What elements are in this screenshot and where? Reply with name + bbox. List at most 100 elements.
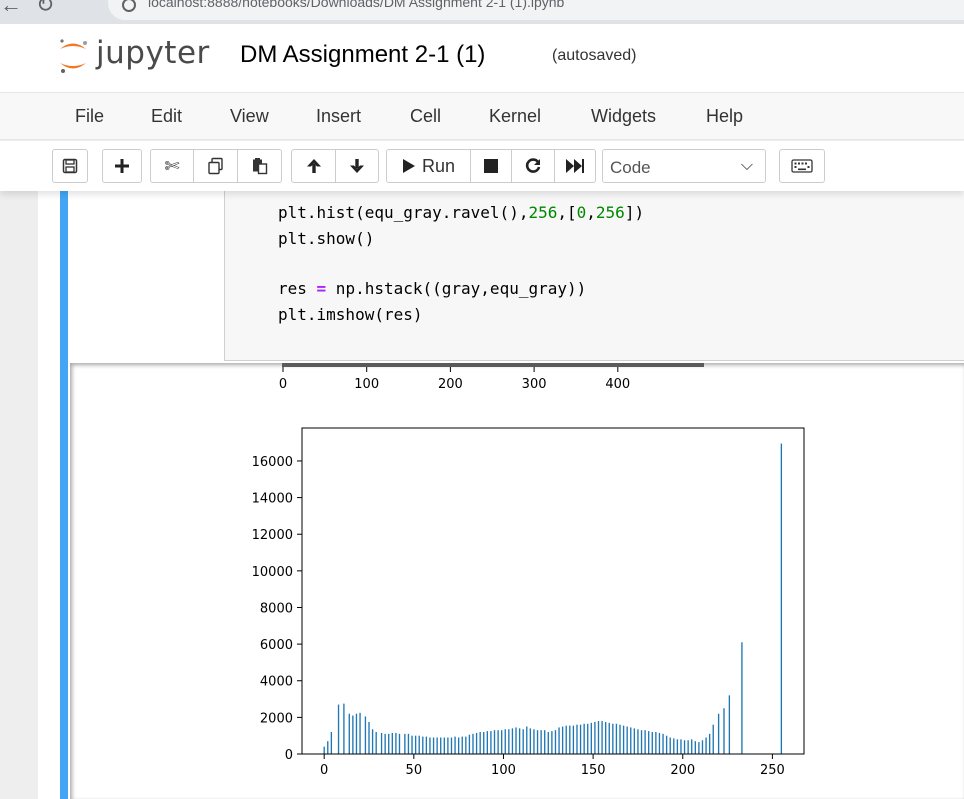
run-button[interactable]: Run [386,149,471,183]
histogram-bar [572,725,575,754]
cell-type-select[interactable]: Code ⌵ [602,149,766,183]
histogram-bar [407,733,410,754]
image-x-tick-label: 100 [354,377,379,392]
histogram-bar [526,726,528,754]
site-info-icon[interactable] [122,0,136,12]
paste-icon [252,158,267,175]
histogram-bar [728,695,731,754]
histogram-bar [465,736,467,754]
image-x-tick-label: 300 [522,377,547,392]
address-bar[interactable]: localhost:8888/notebooks/Downloads/DM As… [108,0,964,20]
interrupt-button[interactable] [470,149,512,183]
y-tick-label: 12000 [252,528,293,543]
menu-widgets[interactable]: Widgets [591,106,657,126]
code-input-area[interactable]: plt.hist(equ_gray.ravel(),256,[0,256]) p… [224,191,964,361]
menu-insert[interactable]: Insert [316,106,362,126]
histogram-bar [705,737,707,754]
histogram-bar [622,725,625,754]
play-icon [402,159,415,173]
histogram-bar [398,733,401,754]
restart-button[interactable] [511,149,555,183]
jupyter-wordmark[interactable]: jupyter [96,35,210,71]
restart-run-all-button[interactable] [554,149,596,183]
code-operator: = [316,279,327,298]
histogram-bar [630,727,632,754]
code-line-5[interactable]: plt.imshow(res) [278,305,423,324]
notebook-name[interactable]: DM Assignment 2-1 (1) [240,41,486,68]
histogram-bar [391,732,393,754]
histogram-bar [712,724,714,754]
histogram-bar [626,726,628,754]
menu-help[interactable]: Help [706,106,744,126]
histogram-bar [547,732,549,754]
image-x-tick-label: 400 [605,377,630,392]
stop-icon [484,159,498,173]
histogram-bar [323,746,325,754]
histogram-bar [651,732,653,754]
move-down-button[interactable] [335,149,379,183]
histogram-bar [551,731,553,754]
insert-cell-button[interactable] [102,149,142,183]
cut-button[interactable]: ✄ [150,149,194,183]
y-tick-label: 2000 [260,711,293,726]
histogram-bar [479,732,481,754]
menu-kernel[interactable]: Kernel [489,106,542,126]
histogram-bar [364,716,367,754]
code-number: 256 [528,203,558,222]
reload-icon[interactable]: ↻ [36,0,55,17]
histogram-bar [330,732,333,754]
histogram-bar [708,733,711,754]
arrow-down-icon [350,159,364,173]
histogram-bar [687,740,689,754]
menu-view[interactable]: View [230,106,269,126]
run-label: Run [421,155,456,176]
x-tick-label: 0 [320,763,328,778]
keyboard-icon [791,159,813,173]
histogram-bar [504,729,506,754]
histogram-bar [569,725,571,754]
back-arrow-icon[interactable]: ← [0,0,22,17]
menu-file[interactable]: File [75,106,105,126]
notebook-header: jupyter DM Assignment 2-1 (1) (autosaved… [0,24,964,93]
paste-button[interactable] [237,149,282,183]
histogram-bar [669,737,671,754]
code-line-2[interactable]: plt.show() [278,229,375,248]
histogram-bar [515,727,517,754]
command-palette-button[interactable] [779,149,825,183]
y-tick-label: 14000 [252,492,293,507]
histogram-bar [411,735,413,754]
histogram-bar [388,733,390,754]
histogram-bar [368,721,370,754]
menu-edit[interactable]: Edit [151,106,183,126]
histogram-bar [683,740,686,754]
histogram-bar [658,732,661,754]
x-tick-label: 200 [670,763,695,778]
histogram-bar [604,721,607,754]
histogram-bar [337,704,340,754]
x-tick-label: 150 [581,763,606,778]
image-x-tick-label: 0 [279,377,287,392]
histogram-bar [694,741,696,754]
histogram-bar [558,727,560,754]
copy-icon [207,157,223,175]
histogram-bar [780,443,783,754]
histogram-bar [493,730,496,754]
histogram-bar [432,737,435,754]
code-line-4[interactable]: res = np.hstack((gray,equ_gray)) [278,279,587,298]
histogram-bar [447,737,449,754]
histogram-bar [533,729,535,754]
menu-cell[interactable]: Cell [410,106,442,126]
save-button[interactable] [52,149,88,183]
histogram-bar [355,713,358,754]
cell-type-value: Code [610,158,651,177]
copy-button[interactable] [193,149,238,183]
fast-forward-icon [566,159,584,173]
code-line-1[interactable]: plt.hist(equ_gray.ravel(),256,[0,256]) [278,203,645,222]
chevron-down-icon: ⌵ [740,157,753,174]
move-up-button[interactable] [291,149,336,183]
histogram-bar [384,733,386,754]
restart-icon [525,158,541,173]
histogram-bar [529,728,532,754]
jupyter-logo-icon[interactable] [56,36,90,76]
histogram-bar [468,734,471,754]
